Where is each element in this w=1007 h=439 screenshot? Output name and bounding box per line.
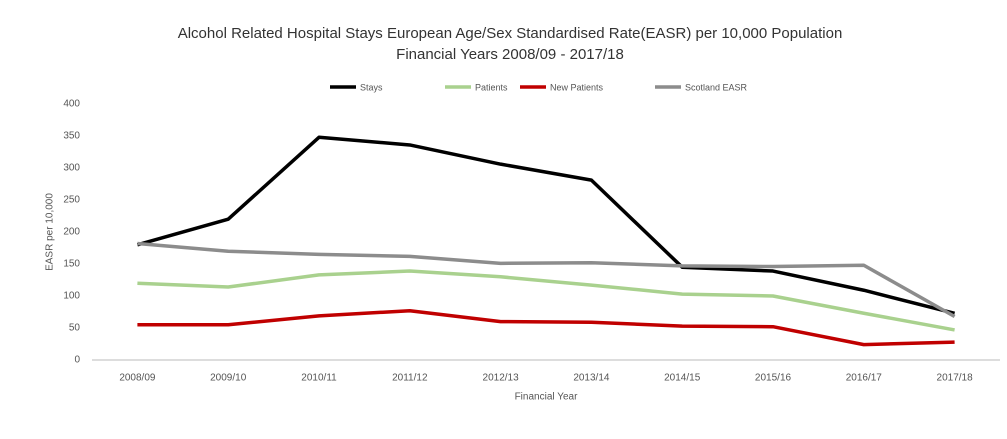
series-line (137, 241, 956, 319)
x-tick-label: 2010/11 (301, 373, 337, 384)
legend-label: Stays (360, 82, 383, 92)
series-line (137, 269, 955, 332)
x-tick-label: 2009/10 (210, 373, 247, 384)
y-tick-label: 400 (63, 99, 80, 110)
y-tick-label: 100 (63, 291, 80, 302)
legend-label: Patients (475, 82, 508, 92)
x-tick-label: 2017/18 (937, 373, 974, 384)
x-tick-label: 2015/16 (755, 373, 792, 384)
y-tick-label: 250 (63, 195, 80, 206)
x-tick-label: 2016/17 (846, 373, 883, 384)
x-tick-label: 2011/12 (392, 373, 428, 384)
series-line (136, 135, 956, 315)
legend-label: New Patients (550, 82, 604, 92)
x-tick-label: 2013/14 (573, 373, 610, 384)
series-line (137, 308, 955, 347)
y-tick-label: 200 (63, 227, 80, 238)
y-tick-label: 150 (63, 259, 80, 270)
legend-label: Scotland EASR (685, 82, 748, 92)
y-tick-label: 50 (69, 323, 81, 334)
chart-subtitle: Financial Years 2008/09 - 2017/18 (396, 46, 624, 63)
y-tick-label: 300 (63, 163, 80, 174)
x-tick-label: 2008/09 (119, 373, 156, 384)
chart-title: Alcohol Related Hospital Stays European … (178, 25, 843, 42)
x-axis-label: Financial Year (515, 392, 578, 403)
x-tick-label: 2014/15 (664, 373, 701, 384)
y-tick-label: 350 (63, 131, 80, 142)
x-tick-label: 2012/13 (483, 373, 520, 384)
y-axis-label: EASR per 10,000 (45, 193, 56, 271)
y-tick-label: 0 (74, 355, 80, 366)
